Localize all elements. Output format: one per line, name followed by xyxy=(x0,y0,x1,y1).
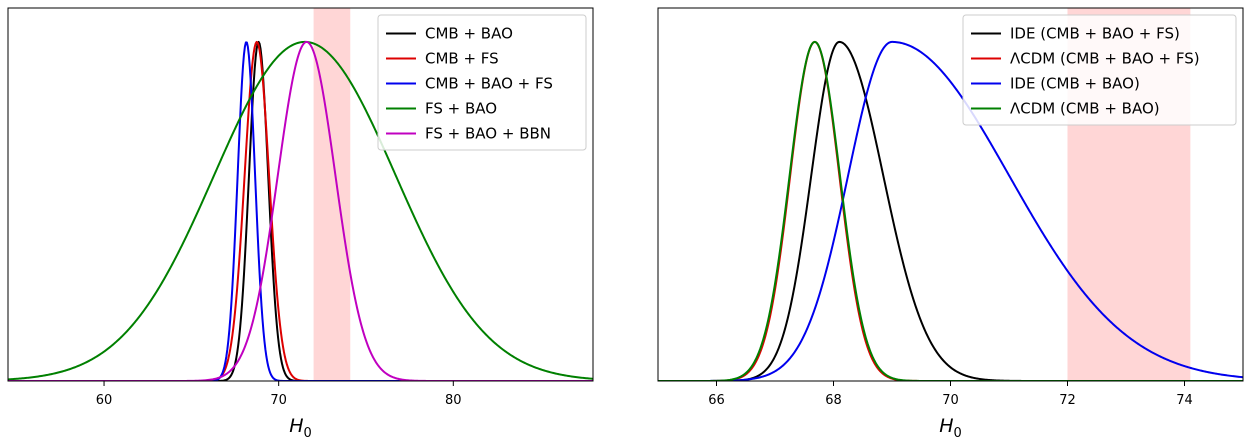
legend-label: FS + BAO + BBN xyxy=(425,125,551,143)
legend-box xyxy=(377,14,587,151)
legend: IDE (CMB + BAO + FS) ΛCDM (CMB + BAO + FS… xyxy=(962,14,1237,126)
x-axis-label: H0 xyxy=(939,415,962,439)
series-line xyxy=(658,40,1243,381)
shaded-band xyxy=(313,8,351,381)
legend-box xyxy=(962,14,1237,126)
x-axis-label: H0 xyxy=(289,415,312,439)
legend-label: CMB + BAO + FS xyxy=(425,75,553,93)
legend-label: IDE (CMB + BAO + FS) xyxy=(1010,25,1180,43)
x-tick-label: 70 xyxy=(270,393,287,408)
series-line xyxy=(8,40,593,381)
x-tick-label: 80 xyxy=(445,393,462,408)
x-tick-label: 70 xyxy=(942,393,959,408)
legend-label: CMB + FS xyxy=(425,50,499,68)
axes-frame xyxy=(7,7,594,382)
legend-label: FS + BAO xyxy=(425,100,497,118)
x-tick-label: 68 xyxy=(825,393,842,408)
legend-label: CMB + BAO xyxy=(425,25,513,43)
right-chart-panel: 66 68 70 72 74 H0 IDE (CMB + BAO + FS) ΛCDM (CM… xyxy=(657,7,1244,439)
legend-label: ΛCDM (CMB + BAO) xyxy=(1010,100,1160,118)
series-line xyxy=(658,40,1243,381)
legend: CMB + BAO CMB + FS CMB + BAO + FS FS + BAO F… xyxy=(377,14,587,151)
x-tick-label: 74 xyxy=(1176,393,1193,408)
series-line xyxy=(658,40,1243,381)
x-tick-label: 60 xyxy=(96,393,113,408)
series-line xyxy=(8,40,593,381)
left-chart-panel: 60 70 80 H0 CMB + BAO CMB + FS CMB + BAO + FS F… xyxy=(7,7,594,439)
x-tick-label: 66 xyxy=(708,393,725,408)
x-tick-label: 72 xyxy=(1059,393,1076,408)
legend-label: ΛCDM (CMB + BAO + FS) xyxy=(1010,50,1200,68)
series-line xyxy=(658,40,1243,381)
legend-label: IDE (CMB + BAO) xyxy=(1010,75,1140,93)
